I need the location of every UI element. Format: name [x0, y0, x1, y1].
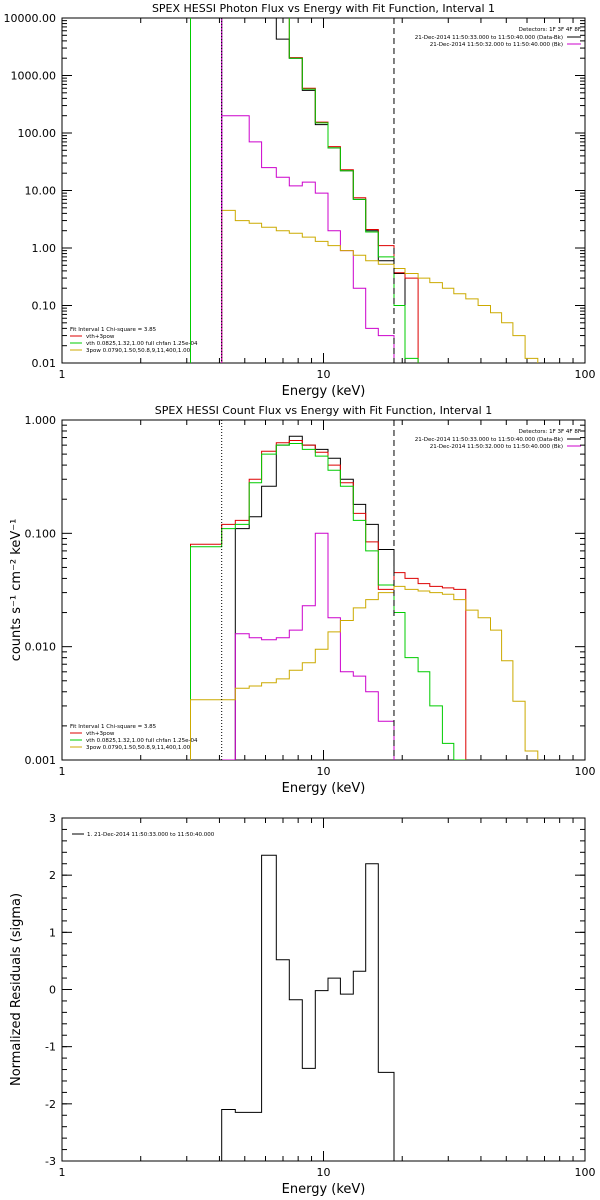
plot-frame [61, 17, 586, 364]
x-tick-label: 100 [575, 368, 596, 381]
series-line-1 [221, 854, 395, 1161]
plot-frame [61, 817, 586, 1162]
series-line-4 [221, 115, 395, 363]
plot-area [190, 420, 539, 760]
residual-legend-entry: 1. 21-Dec-2014 11:50:33.000 to 11:50:40.… [87, 832, 215, 838]
y-tick-label: 10.00 [25, 185, 57, 198]
y-tick-label: 0.01 [32, 357, 57, 370]
series-line-1 [221, 18, 406, 363]
fit-legend-header: Fit Interval 1 Chi-square = 3.85 [70, 724, 157, 730]
legend-right-entry: 21-Dec-2014 11:50:32.000 to 11:50:40.000… [430, 42, 563, 48]
x-tick-label: 10 [317, 765, 331, 778]
y-tick-label: 1.00 [32, 242, 57, 255]
y-tick-label: 1 [49, 926, 56, 939]
y-tick-label: 100.00 [18, 127, 57, 140]
series-line-3 [190, 443, 467, 760]
y-tick-label: -1 [45, 1041, 56, 1054]
plot-area [190, 18, 539, 363]
series-line-5 [221, 209, 539, 363]
detectors-label: Detectors: 1F 3F 4F 8F [519, 429, 581, 435]
series-line-4 [221, 532, 395, 760]
y-axis-label: counts s⁻¹ cm⁻² keV⁻¹ [9, 519, 24, 662]
fit-legend-entry: 3pow 0.0790,1.50,50.8,9,11,400,1.00 [86, 348, 191, 354]
series-line-2 [190, 18, 419, 363]
legend-right-entry: 21-Dec-2014 11:50:33.000 to 11:50:40.000… [415, 437, 563, 443]
y-tick-label: 10000.00 [4, 12, 57, 25]
x-axis-label: Energy (keV) [282, 1182, 366, 1197]
chart-panel-1: SPEX HESSI Photon Flux vs Energy with Fi… [4, 2, 596, 399]
plot-frame [61, 419, 586, 761]
legend-right-entry: 21-Dec-2014 11:50:32.000 to 11:50:40.000… [430, 444, 563, 450]
series-line-1 [221, 435, 395, 760]
y-tick-label: -3 [45, 1155, 56, 1168]
x-tick-label: 1 [59, 765, 66, 778]
y-tick-label: 0.100 [25, 527, 57, 540]
x-tick-label: 1 [59, 368, 66, 381]
y-tick-label: 2 [49, 869, 56, 882]
detectors-label: Detectors: 1F 3F 4F 8F [519, 27, 581, 33]
y-tick-label: 0.001 [25, 754, 57, 767]
fit-legend-entry: vth 0.0825,1.32,1.00 full chfan 1.25e-04 [86, 341, 198, 347]
y-tick-label: -2 [45, 1098, 56, 1111]
y-tick-label: 0.010 [25, 641, 57, 654]
chart-title: SPEX HESSI Count Flux vs Energy with Fit… [155, 404, 492, 417]
legend-right-entry: 21-Dec-2014 11:50:33.000 to 11:50:40.000… [415, 35, 563, 41]
x-tick-label: 100 [575, 765, 596, 778]
y-tick-label: 3 [49, 812, 56, 825]
fit-legend-entry: vth+3pow [86, 731, 115, 737]
x-tick-label: 100 [575, 1166, 596, 1179]
y-tick-label: 0 [49, 984, 56, 997]
fit-legend-entry: vth+3pow [86, 334, 115, 340]
y-axis-label: Normalized Residuals (sigma) [9, 893, 24, 1086]
plot-area [221, 854, 395, 1161]
series-line-3 [190, 18, 419, 363]
chart-title: SPEX HESSI Photon Flux vs Energy with Fi… [152, 2, 495, 15]
x-axis-label: Energy (keV) [282, 781, 366, 796]
fit-legend-entry: vth 0.0825,1.32,1.00 full chfan 1.25e-04 [86, 738, 198, 744]
fit-legend-entry: 3pow 0.0790,1.50,50.8,9,11,400,1.00 [86, 745, 191, 751]
x-tick-label: 10 [317, 1166, 331, 1179]
y-tick-label: 1000.00 [11, 70, 57, 83]
y-tick-label: 1.000 [25, 414, 57, 427]
chart-panel-2: SPEX HESSI Count Flux vs Energy with Fit… [9, 404, 596, 796]
fit-legend-header: Fit Interval 1 Chi-square = 3.85 [70, 327, 157, 333]
series-line-5 [190, 585, 539, 760]
x-axis-label: Energy (keV) [282, 384, 366, 399]
y-tick-label: 0.10 [32, 300, 57, 313]
x-tick-label: 10 [317, 368, 331, 381]
x-tick-label: 1 [59, 1166, 66, 1179]
